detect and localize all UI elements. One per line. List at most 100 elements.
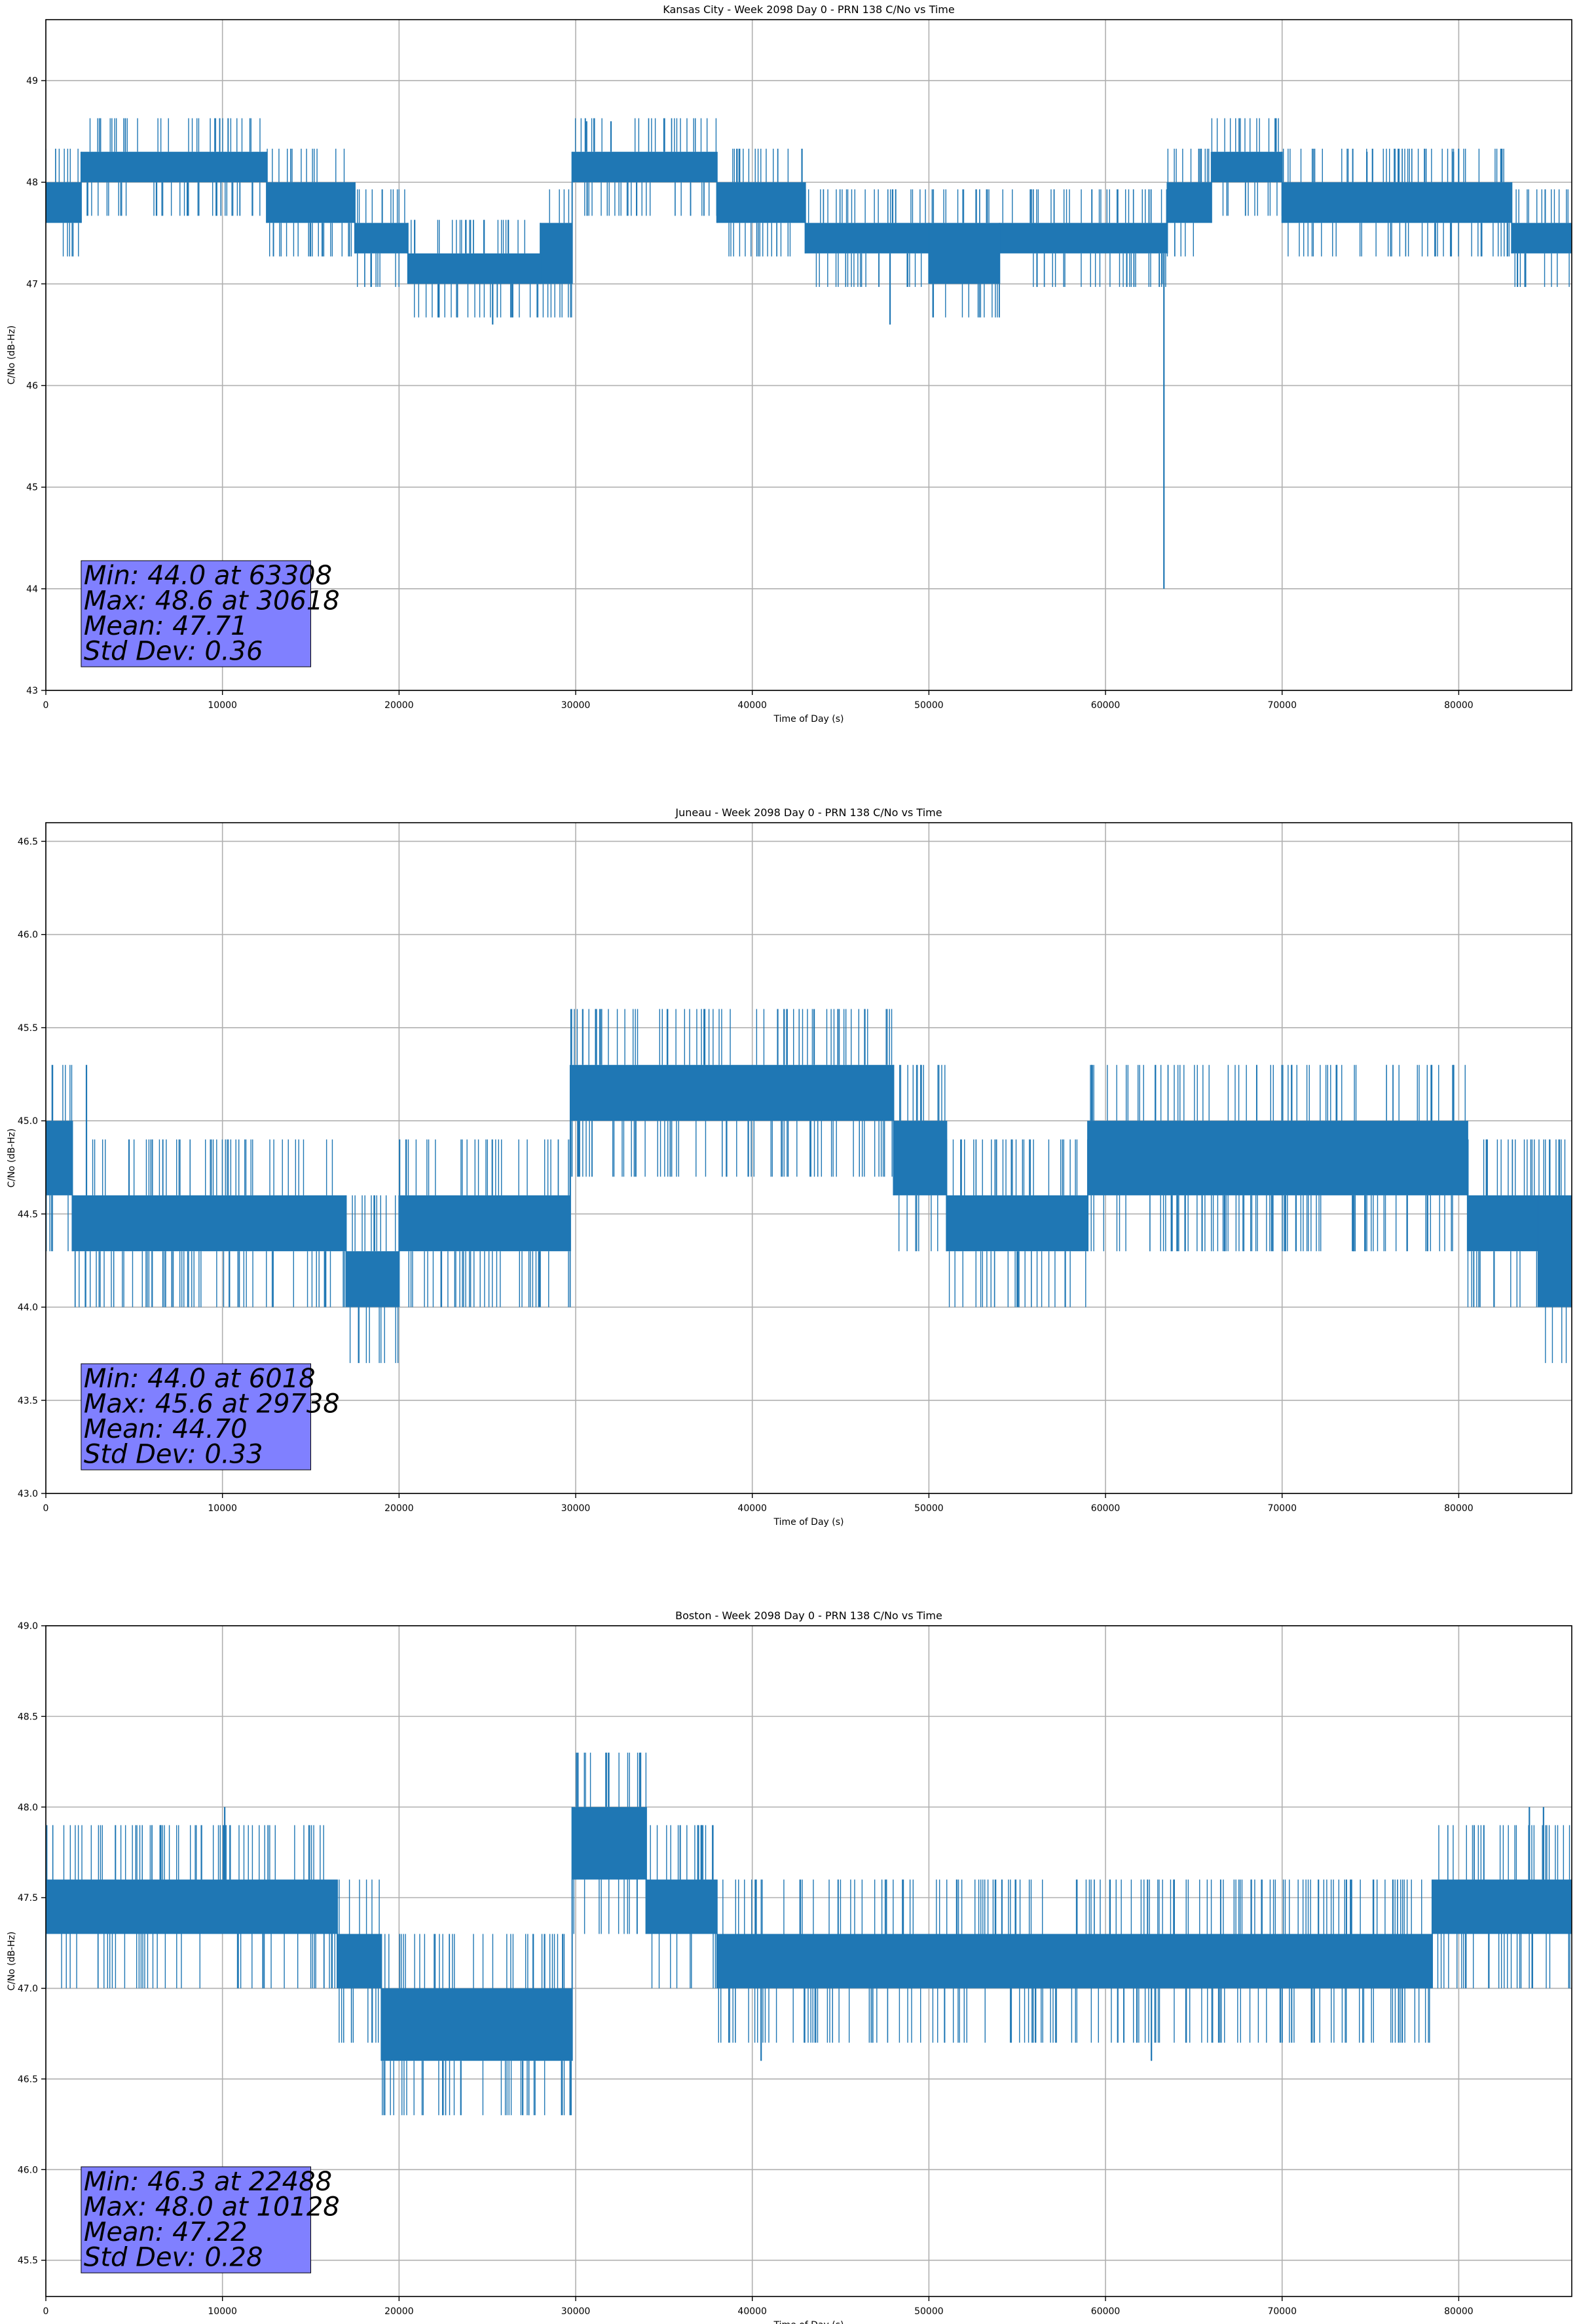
data-band bbox=[893, 1121, 947, 1195]
y-tick-label: 43 bbox=[26, 686, 38, 696]
axes-frame bbox=[45, 822, 1572, 1494]
data-band bbox=[346, 1251, 399, 1307]
data-series bbox=[46, 1752, 1572, 2116]
data-band bbox=[646, 1879, 717, 1934]
y-tick-label: 44 bbox=[26, 584, 38, 595]
data-band bbox=[1432, 1879, 1572, 1934]
y-tick-label: 44.0 bbox=[18, 1303, 38, 1313]
x-tick-label: 30000 bbox=[561, 2306, 591, 2317]
x-tick-label: 80000 bbox=[1444, 700, 1474, 711]
y-tick-label: 48.5 bbox=[18, 1712, 38, 1722]
stats-line: Mean: 47.71 bbox=[84, 611, 248, 641]
y-tick-label: 45.0 bbox=[18, 1116, 38, 1127]
x-tick-label: 50000 bbox=[914, 1503, 944, 1514]
data-band bbox=[81, 151, 267, 183]
x-tick-label: 0 bbox=[43, 1503, 49, 1514]
data-band bbox=[1088, 1121, 1468, 1195]
x-axis-label: Time of Day (s) bbox=[773, 714, 844, 724]
x-tick-label: 40000 bbox=[737, 700, 767, 711]
data-band bbox=[1538, 1195, 1572, 1307]
x-tick-label: 50000 bbox=[914, 2306, 944, 2317]
data-band bbox=[1282, 182, 1512, 223]
stats-line: Mean: 47.22 bbox=[84, 2217, 248, 2247]
y-tick-label: 48 bbox=[26, 178, 38, 188]
y-tick-label: 43.0 bbox=[18, 1489, 38, 1499]
chart-panel-3: 0 10000 20000 30000 40000 50000 60000 70000 8000… bbox=[7, 1609, 1572, 2324]
y-tick-label: 47.0 bbox=[18, 1984, 38, 1995]
data-band bbox=[570, 1064, 894, 1121]
y-tick-label: 46.5 bbox=[18, 2074, 38, 2085]
stats-line: Std Dev: 0.33 bbox=[84, 1440, 263, 1470]
x-tick-label: 70000 bbox=[1267, 2306, 1297, 2317]
stats-line: Std Dev: 0.36 bbox=[84, 637, 263, 667]
data-series bbox=[46, 118, 1572, 589]
chart-title: Kansas City - Week 2098 Day 0 - PRN 138 … bbox=[663, 3, 954, 16]
x-tick-label: 50000 bbox=[914, 700, 944, 711]
x-tick-label: 10000 bbox=[208, 1503, 237, 1514]
y-tick-label: 45 bbox=[26, 483, 38, 493]
y-axis-label: C/No (dB-Hz) bbox=[7, 1932, 17, 1991]
y-tick-label: 49 bbox=[26, 76, 38, 86]
data-band bbox=[716, 182, 806, 223]
x-tick-label: 0 bbox=[43, 700, 49, 711]
y-axis-label: C/No (dB-Hz) bbox=[7, 326, 17, 384]
x-tick-label: 0 bbox=[43, 2306, 49, 2317]
y-tick-label: 47 bbox=[26, 279, 38, 290]
x-tick-label: 10000 bbox=[208, 2306, 237, 2317]
stats-line: Max: 45.6 at 29738 bbox=[84, 1389, 340, 1419]
x-tick-label: 70000 bbox=[1267, 1503, 1297, 1514]
y-tick-label: 43.5 bbox=[18, 1396, 38, 1406]
x-axis-label: Time of Day (s) bbox=[773, 2320, 844, 2324]
stats-line: Max: 48.6 at 30618 bbox=[84, 586, 340, 616]
data-band bbox=[46, 1121, 73, 1195]
data-band bbox=[946, 1195, 1088, 1252]
chart-title: Boston - Week 2098 Day 0 - PRN 138 C/No … bbox=[675, 1609, 942, 1622]
x-tick-label: 30000 bbox=[561, 1503, 591, 1514]
chart-panel-1: 0 10000 20000 30000 40000 50000 60000 70000 8000… bbox=[7, 3, 1572, 724]
data-band bbox=[1167, 182, 1212, 223]
data-band bbox=[46, 182, 81, 223]
y-tick-label: 46.0 bbox=[18, 930, 38, 941]
stats-line: Max: 48.0 at 10128 bbox=[84, 2192, 340, 2222]
x-tick-label: 70000 bbox=[1267, 700, 1297, 711]
x-tick-label: 60000 bbox=[1091, 700, 1121, 711]
stats-box bbox=[81, 560, 312, 667]
y-tick-label: 46 bbox=[26, 381, 38, 392]
stats-line: Min: 44.0 at 63308 bbox=[84, 561, 332, 591]
data-series bbox=[46, 1009, 1572, 1363]
stats-box bbox=[81, 2166, 312, 2274]
data-band bbox=[572, 151, 717, 183]
x-tick-label: 60000 bbox=[1091, 1503, 1121, 1514]
y-tick-label: 46.5 bbox=[18, 836, 38, 847]
data-band bbox=[572, 1807, 646, 1880]
stats-line: Std Dev: 0.28 bbox=[84, 2243, 263, 2273]
y-tick-label: 49.0 bbox=[18, 1621, 38, 1632]
y-tick-label: 46.0 bbox=[18, 2165, 38, 2175]
y-tick-label: 47.5 bbox=[18, 1893, 38, 1903]
x-tick-label: 30000 bbox=[561, 700, 591, 711]
data-band bbox=[399, 1195, 570, 1252]
data-band bbox=[46, 1879, 337, 1934]
data-band bbox=[407, 253, 541, 284]
data-band bbox=[1467, 1195, 1538, 1252]
data-band bbox=[540, 223, 572, 284]
y-tick-label: 45.5 bbox=[18, 1023, 38, 1034]
x-tick-label: 20000 bbox=[384, 2306, 414, 2317]
x-tick-label: 20000 bbox=[384, 1503, 414, 1514]
stats-line: Min: 44.0 at 6018 bbox=[84, 1364, 316, 1394]
x-tick-label: 20000 bbox=[384, 700, 414, 711]
chart-panel-2: 0 10000 20000 30000 40000 50000 60000 70000 8000… bbox=[7, 806, 1572, 1527]
x-tick-label: 40000 bbox=[737, 1503, 767, 1514]
data-band bbox=[929, 223, 1000, 284]
data-band bbox=[716, 1934, 1432, 1989]
y-tick-label: 45.5 bbox=[18, 2256, 38, 2266]
x-axis-label: Time of Day (s) bbox=[773, 1517, 844, 1527]
y-tick-label: 48.0 bbox=[18, 1803, 38, 1813]
data-band bbox=[1211, 151, 1282, 183]
x-tick-label: 60000 bbox=[1091, 2306, 1121, 2317]
stats-line: Mean: 44.70 bbox=[84, 1414, 248, 1444]
data-band bbox=[337, 1934, 382, 1989]
stats-line: Min: 46.3 at 22488 bbox=[84, 2167, 332, 2197]
chart-title: Juneau - Week 2098 Day 0 - PRN 138 C/No … bbox=[675, 806, 942, 819]
